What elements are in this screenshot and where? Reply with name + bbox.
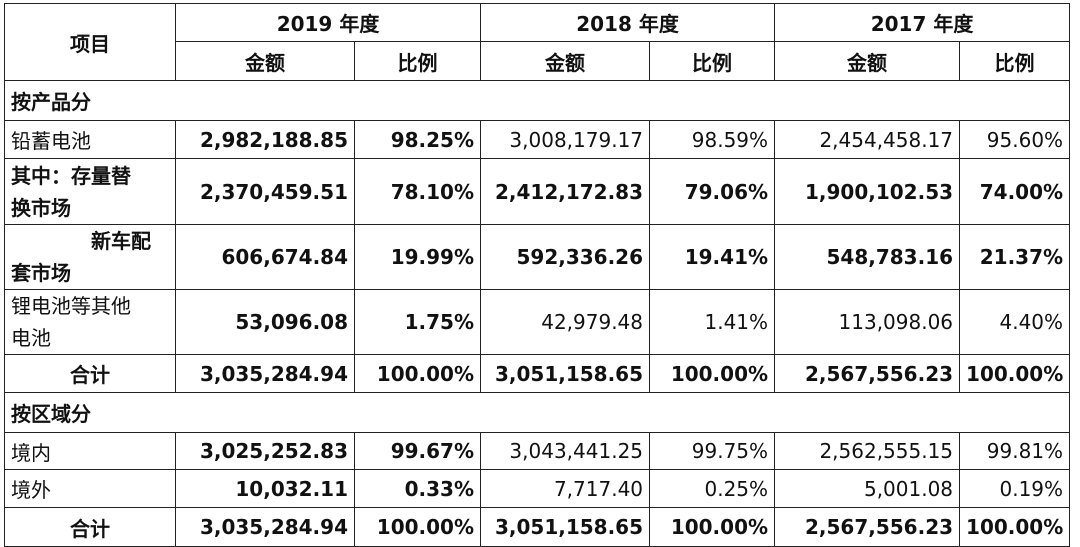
total-label: 合计 — [4, 354, 176, 393]
ratio-2017: 99.81% — [959, 432, 1071, 470]
table-row: 境内 3,025,252.83 99.67% 3,043,441.25 99.7… — [4, 432, 1071, 470]
header-item: 项目 — [4, 3, 176, 81]
total-ratio-2017: 100.00% — [959, 507, 1071, 547]
total-amount-2018: 3,051,158.65 — [480, 507, 651, 547]
total-ratio-2018: 100.00% — [649, 507, 776, 547]
table-row: 新车配 套市场 606,674.84 19.99% 592,336.26 19.4… — [4, 224, 1071, 290]
ratio-2019: 0.33% — [353, 469, 482, 508]
row-label-line-1: 其中：存量替 — [11, 163, 131, 188]
row-label-line-1: 锂电池等其他 — [11, 294, 131, 318]
ratio-2019: 1.75% — [353, 289, 482, 355]
header-year-2017: 2017 年度 — [774, 3, 1071, 42]
amount-2017: 1,900,102.53 — [774, 158, 961, 225]
amount-2018: 42,979.48 — [480, 289, 651, 355]
row-label-line-2: 电池 — [11, 326, 51, 350]
amount-2019: 606,674.84 — [175, 224, 355, 290]
row-label-line-2: 套市场 — [11, 261, 71, 285]
amount-2018: 7,717.40 — [480, 469, 651, 508]
row-label-line-1: 新车配 — [91, 229, 151, 253]
ratio-2017: 74.00% — [959, 158, 1071, 225]
ratio-2017: 95.60% — [959, 120, 1071, 159]
ratio-2018: 19.41% — [649, 224, 776, 290]
table-row: 境外 10,032.11 0.33% 7,717.40 0.25% 5,001.… — [4, 469, 1071, 508]
amount-2018: 592,336.26 — [480, 224, 651, 290]
ratio-2019: 78.10% — [353, 158, 482, 225]
section-title-region: 按区域分 — [3, 392, 1071, 433]
header-ratio-2017: 比例 — [959, 41, 1071, 81]
total-amount-2018: 3,051,158.65 — [480, 354, 651, 393]
amount-2017: 113,098.06 — [774, 289, 961, 355]
row-label: 锂电池等其他 电池 — [4, 289, 176, 355]
total-label: 合计 — [4, 507, 176, 547]
amount-2019: 3,025,252.83 — [175, 432, 355, 470]
ratio-2018: 98.59% — [649, 120, 776, 159]
header-year-2019: 2019 年度 — [174, 3, 482, 42]
row-label: 铅蓄电池 — [4, 120, 176, 159]
total-amount-2017: 2,567,556.23 — [774, 507, 961, 547]
amount-2017: 2,562,555.15 — [774, 432, 961, 470]
table-row: 其中：存量替 换市场 2,370,459.51 78.10% 2,412,172.… — [4, 158, 1071, 225]
ratio-2018: 1.41% — [649, 289, 776, 355]
ratio-2018: 79.06% — [649, 158, 776, 225]
total-amount-2019: 3,035,284.94 — [175, 507, 355, 547]
total-ratio-2017: 100.00% — [959, 354, 1071, 393]
header-row-years: 项目 2019 年度 2018 年度 2017 年度 — [4, 3, 1071, 81]
amount-2018: 3,043,441.25 — [480, 432, 651, 470]
amount-2019: 10,032.11 — [175, 469, 355, 508]
amount-2019: 53,096.08 — [175, 289, 355, 355]
ratio-2019: 98.25% — [353, 120, 482, 159]
total-row: 合计 3,035,284.94 100.00% 3,051,158.65 100… — [4, 354, 1071, 393]
row-label-line-2: 换市场 — [11, 195, 71, 220]
amount-2017: 5,001.08 — [774, 469, 961, 508]
revenue-breakdown-table: 项目 2019 年度 2018 年度 2017 年度 金额 比例 金额 比例 金… — [3, 3, 1071, 547]
total-row: 合计 3,035,284.94 100.00% 3,051,158.65 100… — [4, 507, 1071, 547]
header-year-2018: 2018 年度 — [480, 3, 776, 42]
header-amount-2017: 金额 — [774, 41, 961, 81]
section-title-row: 按产品分 — [3, 80, 1071, 121]
header-ratio-2019: 比例 — [353, 41, 482, 81]
total-ratio-2018: 100.00% — [649, 354, 776, 393]
amount-2018: 3,008,179.17 — [480, 120, 651, 159]
ratio-2017: 4.40% — [959, 289, 1071, 355]
amount-2019: 2,370,459.51 — [175, 158, 355, 225]
section-title-row: 按区域分 — [3, 392, 1071, 433]
row-label: 境内 — [4, 432, 176, 470]
row-label: 其中：存量替 换市场 — [4, 158, 176, 225]
header-amount-2018: 金额 — [480, 41, 651, 81]
amount-2018: 2,412,172.83 — [480, 158, 651, 225]
row-label: 境外 — [4, 469, 176, 508]
total-ratio-2019: 100.00% — [353, 507, 482, 547]
ratio-2019: 19.99% — [353, 224, 482, 290]
ratio-2018: 0.25% — [649, 469, 776, 508]
ratio-2017: 21.37% — [959, 224, 1071, 290]
section-title-product: 按产品分 — [3, 80, 1071, 121]
header-ratio-2018: 比例 — [649, 41, 776, 81]
table-row: 铅蓄电池 2,982,188.85 98.25% 3,008,179.17 98… — [4, 120, 1071, 159]
total-ratio-2019: 100.00% — [353, 354, 482, 393]
total-amount-2019: 3,035,284.94 — [175, 354, 355, 393]
amount-2019: 2,982,188.85 — [175, 120, 355, 159]
ratio-2017: 0.19% — [959, 469, 1071, 508]
table-row: 锂电池等其他 电池 53,096.08 1.75% 42,979.48 1.41%… — [4, 289, 1071, 355]
ratio-2018: 99.75% — [649, 432, 776, 470]
total-amount-2017: 2,567,556.23 — [774, 354, 961, 393]
ratio-2019: 99.67% — [353, 432, 482, 470]
header-amount-2019: 金额 — [175, 41, 355, 81]
row-label: 新车配 套市场 — [4, 224, 176, 290]
amount-2017: 548,783.16 — [774, 224, 961, 290]
amount-2017: 2,454,458.17 — [774, 120, 961, 159]
